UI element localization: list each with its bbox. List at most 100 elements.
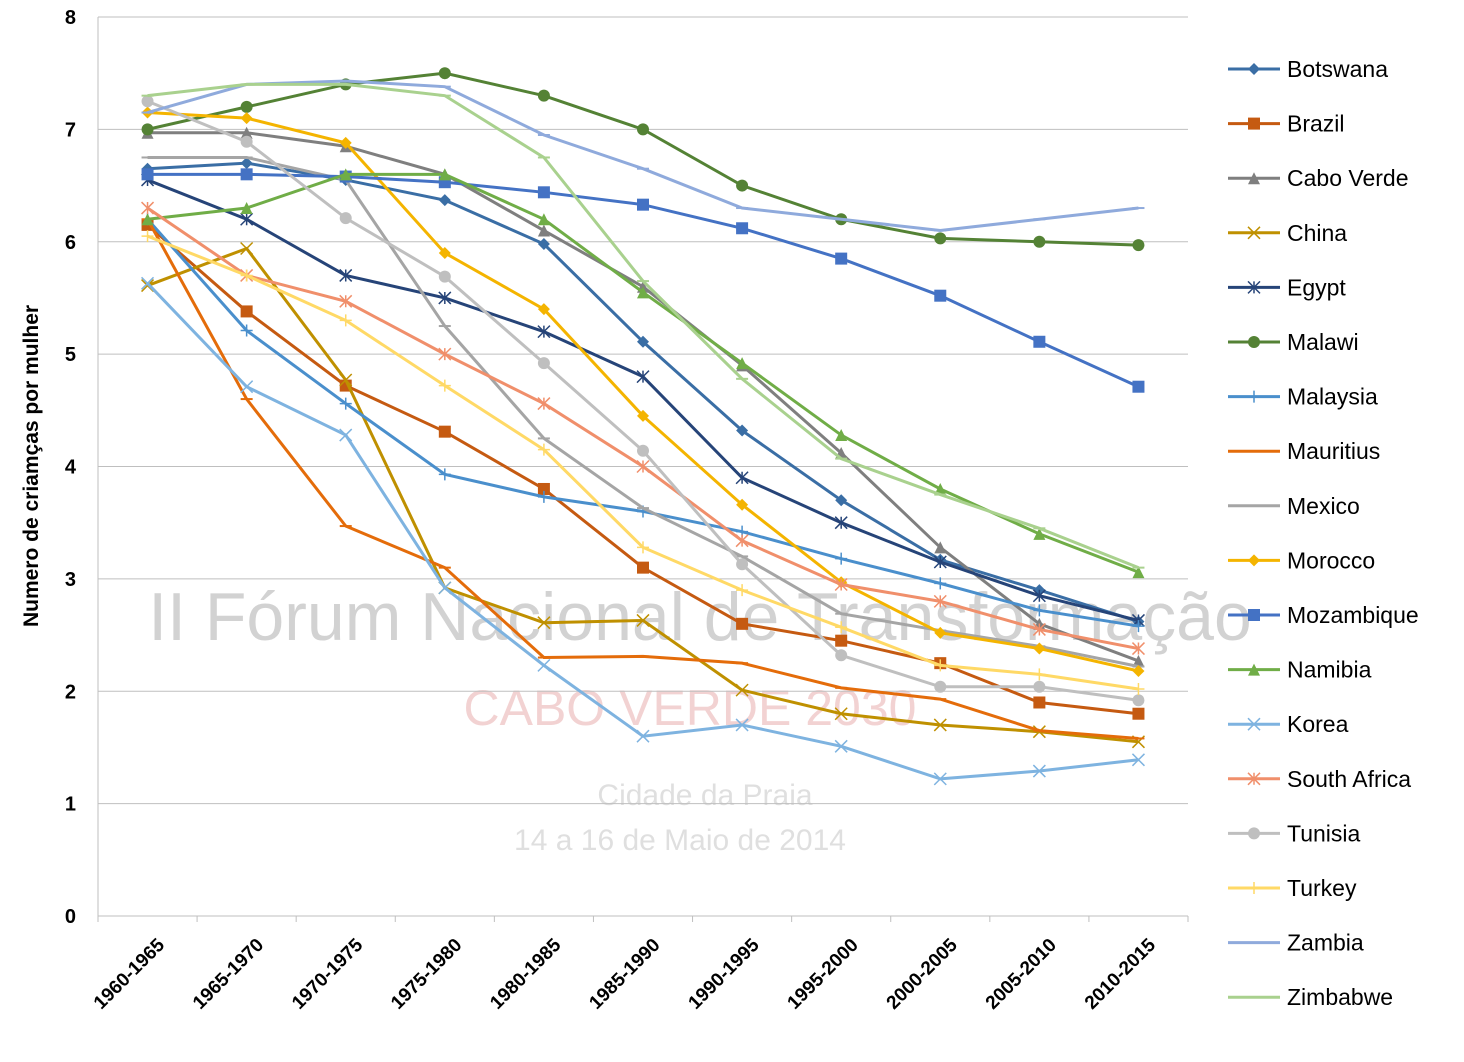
marker [934, 290, 946, 302]
legend-label: Brazil [1287, 111, 1345, 137]
x-tick-label: 1990-1995 [685, 934, 764, 1013]
marker [1248, 554, 1260, 566]
marker [637, 562, 649, 574]
marker [241, 136, 253, 148]
marker [736, 180, 748, 192]
chart: Numero de criamças por mulher II Fórum N… [0, 0, 1464, 1057]
y-tick-label: 5 [65, 344, 76, 366]
x-tick-label: 1985-1990 [585, 935, 664, 1014]
series-line [148, 180, 1139, 621]
legend-label: Morocco [1287, 547, 1375, 573]
marker [637, 123, 649, 135]
marker [1033, 336, 1045, 348]
marker [637, 445, 649, 457]
marker [142, 95, 154, 107]
legend-label: Zambia [1287, 930, 1364, 956]
marker [241, 213, 253, 225]
marker [439, 271, 451, 283]
marker [538, 398, 550, 410]
series [142, 84, 1145, 567]
marker [835, 635, 847, 647]
marker [439, 426, 451, 438]
legend-label: Botswana [1287, 56, 1388, 82]
legend-label: Cabo Verde [1287, 165, 1408, 191]
marker [340, 212, 352, 224]
x-tick-label: 2000-2005 [883, 934, 962, 1013]
marker [538, 186, 550, 198]
marker [1033, 681, 1045, 693]
marker [142, 230, 154, 242]
marker [1132, 683, 1144, 695]
x-tick-label: 1975-1980 [387, 935, 466, 1014]
marker [142, 123, 154, 135]
marker [736, 472, 748, 484]
x-tick-label: 1965-1970 [189, 935, 268, 1014]
marker [736, 222, 748, 234]
marker [538, 225, 550, 237]
marker [241, 305, 253, 317]
marker [142, 202, 154, 214]
marker [1248, 336, 1260, 348]
watermark: 14 a 16 de Maio de 2014 [514, 824, 846, 857]
marker [340, 429, 352, 441]
marker [1248, 63, 1260, 75]
y-tick-label: 7 [65, 119, 76, 141]
x-tick-label: 1980-1985 [486, 934, 565, 1013]
y-axis-label: Numero de criamças por mulher [20, 305, 43, 627]
legend-label: Turkey [1287, 875, 1357, 901]
y-tick-label: 8 [65, 7, 76, 29]
marker [736, 618, 748, 630]
series-line [148, 84, 1139, 567]
x-tick-label: 2010-2015 [1081, 934, 1160, 1013]
y-tick-label: 2 [65, 681, 76, 703]
legend-label: South Africa [1287, 766, 1411, 792]
marker [538, 659, 550, 671]
marker [538, 90, 550, 102]
legend-label: Egypt [1287, 274, 1346, 300]
marker [1248, 882, 1260, 894]
legend-label: Mozambique [1287, 602, 1419, 628]
legend-label: China [1287, 220, 1347, 246]
marker [835, 253, 847, 265]
marker [241, 101, 253, 113]
marker [538, 213, 550, 225]
legend-label: Namibia [1287, 657, 1372, 683]
marker [736, 535, 748, 547]
legend-label: Korea [1287, 711, 1349, 737]
marker [1248, 827, 1260, 839]
y-tick-label: 3 [65, 569, 76, 591]
x-tick-label: 1970-1975 [288, 934, 367, 1013]
marker [1033, 236, 1045, 248]
marker [1132, 381, 1144, 393]
legend-label: Zimbabwe [1287, 984, 1393, 1010]
marker [1033, 668, 1045, 680]
marker [142, 168, 154, 180]
marker [241, 381, 253, 393]
series [142, 157, 1145, 627]
marker [241, 112, 253, 124]
marker [1132, 694, 1144, 706]
marker [538, 357, 550, 369]
series [142, 242, 1145, 747]
y-tick-label: 4 [65, 457, 77, 479]
marker [835, 649, 847, 661]
marker [241, 168, 253, 180]
y-tick-label: 6 [65, 232, 76, 254]
watermark: Cidade da Praia [597, 779, 812, 812]
marker [439, 194, 451, 206]
marker [1132, 239, 1144, 251]
x-tick-label: 1995-2000 [784, 935, 863, 1014]
marker [1132, 708, 1144, 720]
marker [835, 553, 847, 565]
x-tick-label: 1960-1965 [90, 934, 169, 1013]
x-tick-label: 2005-2010 [982, 935, 1061, 1014]
legend-label: Malaysia [1287, 384, 1378, 410]
marker [1033, 696, 1045, 708]
marker [934, 232, 946, 244]
marker [439, 67, 451, 79]
y-tick-label: 0 [65, 906, 76, 928]
y-tick-label: 1 [65, 794, 76, 816]
legend-label: Mauritius [1287, 438, 1380, 464]
marker [1248, 118, 1260, 130]
legend-label: Tunisia [1287, 820, 1360, 846]
